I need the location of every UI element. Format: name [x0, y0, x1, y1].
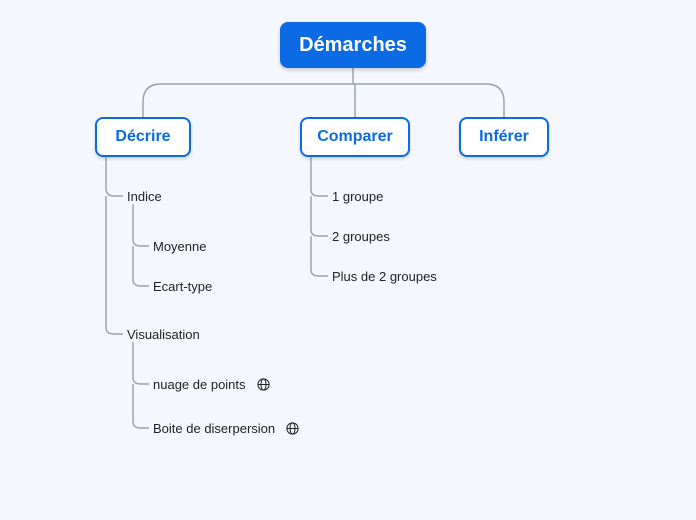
leaf-ecart-type[interactable]: Ecart-type: [153, 278, 212, 294]
globe-icon: [256, 377, 271, 392]
leaf-label: Plus de 2 groupes: [332, 269, 437, 284]
leaf-label: Visualisation: [127, 327, 200, 342]
leaf-label: Ecart-type: [153, 279, 212, 294]
leaf-label: Moyenne: [153, 239, 206, 254]
root-label: Démarches: [299, 34, 407, 57]
leaf-label: Indice: [127, 189, 162, 204]
leaf-label: Boite de diserpersion: [153, 421, 275, 436]
root-node[interactable]: Démarches: [280, 22, 426, 68]
leaf-moyenne[interactable]: Moyenne: [153, 238, 206, 254]
leaf-visualisation[interactable]: Visualisation: [127, 326, 200, 342]
leaf-indice[interactable]: Indice: [127, 188, 162, 204]
branch-decrire[interactable]: Décrire: [95, 117, 191, 157]
branch-label: Décrire: [115, 128, 170, 146]
leaf-1-groupe[interactable]: 1 groupe: [332, 188, 383, 204]
leaf-2-groupes[interactable]: 2 groupes: [332, 228, 390, 244]
leaf-plus-2-groupes[interactable]: Plus de 2 groupes: [332, 268, 437, 284]
branch-label: Comparer: [317, 128, 393, 146]
branch-inferer[interactable]: Inférer: [459, 117, 549, 157]
leaf-label: 1 groupe: [332, 189, 383, 204]
leaf-nuage-de-points[interactable]: nuage de points: [153, 376, 271, 392]
branch-label: Inférer: [479, 128, 529, 146]
leaf-boite-dispersion[interactable]: Boite de diserpersion: [153, 420, 300, 436]
globe-icon: [285, 421, 300, 436]
leaf-label: nuage de points: [153, 377, 246, 392]
connector-layer: [0, 0, 696, 520]
leaf-label: 2 groupes: [332, 229, 390, 244]
branch-comparer[interactable]: Comparer: [300, 117, 410, 157]
